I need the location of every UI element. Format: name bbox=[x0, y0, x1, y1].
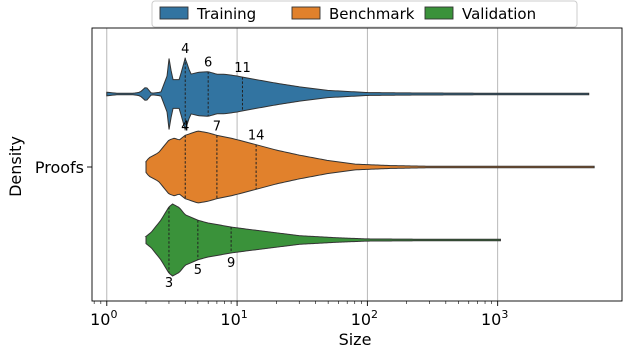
legend-swatch bbox=[291, 6, 321, 20]
y-axis-ticks: Proofs bbox=[35, 158, 92, 177]
violin-validation: 3 5 9 bbox=[144, 203, 501, 291]
violin-body bbox=[106, 56, 590, 132]
legend-swatch bbox=[424, 6, 454, 20]
legend-label: Validation bbox=[462, 5, 536, 23]
quartile-label: 9 bbox=[227, 256, 235, 271]
quartile-label: 6 bbox=[204, 56, 212, 71]
quartile-label: 11 bbox=[234, 61, 251, 76]
violin-benchmark: 4 7 14 bbox=[144, 119, 595, 204]
quartile-label: 4 bbox=[181, 42, 189, 57]
quartile-label: 4 bbox=[181, 119, 189, 134]
quartile-label: 7 bbox=[213, 119, 221, 134]
violin-training: 46 11 bbox=[106, 42, 590, 132]
legend-label: Training bbox=[196, 5, 256, 23]
quartile-label: 3 bbox=[165, 276, 173, 291]
violin-body bbox=[144, 130, 595, 204]
legend: Training Benchmark Validation bbox=[151, 0, 578, 28]
x-axis-label: Size bbox=[339, 330, 372, 349]
x-axis-ticks: 100 101 102 103 bbox=[90, 301, 508, 329]
legend-label: Benchmark bbox=[329, 5, 415, 23]
legend-entry-validation: Validation bbox=[424, 5, 536, 23]
violin-body bbox=[144, 203, 501, 277]
x-tick-label: 103 bbox=[481, 308, 508, 329]
plot-frame bbox=[91, 27, 623, 302]
legend-box bbox=[151, 0, 578, 28]
x-tick-label: 101 bbox=[220, 308, 247, 329]
x-tick-label: 100 bbox=[90, 308, 117, 329]
y-axis-label: Density bbox=[6, 136, 25, 197]
quartile-label: 14 bbox=[248, 129, 265, 144]
quartile-label: 5 bbox=[194, 263, 202, 278]
legend-swatch bbox=[159, 6, 189, 20]
legend-entry-benchmark: Benchmark bbox=[291, 5, 415, 23]
y-tick-label: Proofs bbox=[35, 158, 84, 177]
x-tick-label: 102 bbox=[351, 308, 378, 329]
legend-entry-training: Training bbox=[159, 5, 256, 23]
